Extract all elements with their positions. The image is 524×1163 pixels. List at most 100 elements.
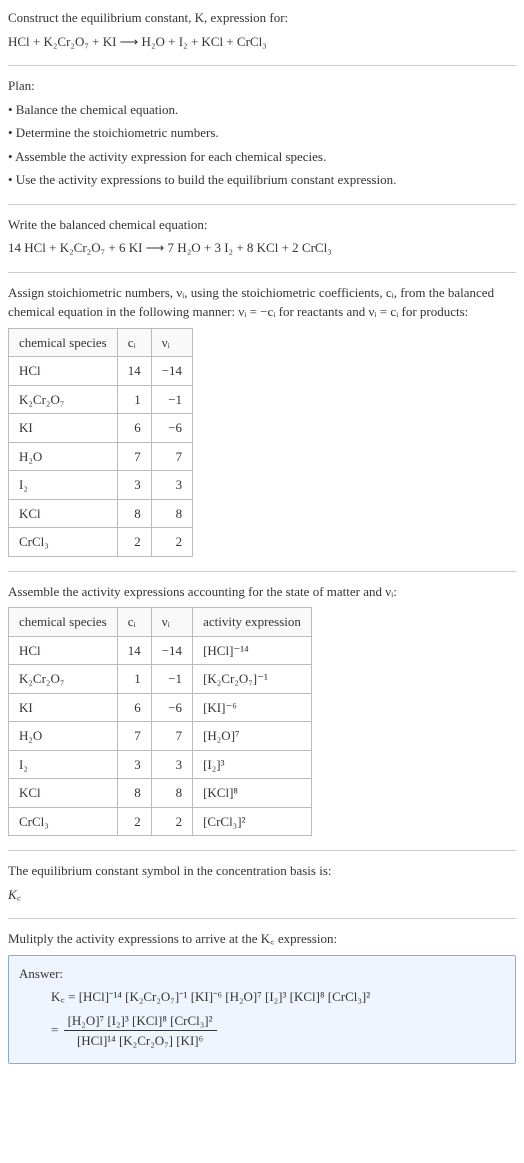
cell-species: K₂Cr₂O₇ [9, 665, 118, 694]
table-row: K₂Cr₂O₇1−1 [9, 385, 193, 414]
eq-prefix: = [51, 1021, 62, 1036]
multiply-heading: Mulitply the activity expressions to arr… [8, 929, 516, 949]
table-row: H₂O77[H₂O]⁷ [9, 722, 312, 751]
divider [8, 65, 516, 66]
intro-line1: Construct the equilibrium constant, K, e… [8, 8, 516, 28]
fraction-denominator: [HCl]¹⁴ [K₂Cr₂O₇] [KI]⁶ [64, 1031, 217, 1051]
cell-activity: [H₂O]⁷ [193, 722, 312, 751]
cell-nui: 2 [151, 528, 192, 557]
multiply-section: Mulitply the activity expressions to arr… [8, 929, 516, 1064]
table-header-row: chemical species cᵢ νᵢ [9, 328, 193, 357]
answer-box: Answer: K꜀ = [HCl]⁻¹⁴ [K₂Cr₂O₇]⁻¹ [KI]⁻⁶… [8, 955, 516, 1064]
cell-species: HCl [9, 636, 118, 665]
cell-nui: −6 [151, 693, 192, 722]
table-row: CrCl₃22[CrCl₃]² [9, 807, 312, 836]
cell-ci: 6 [117, 414, 151, 443]
cell-nui: 8 [151, 499, 192, 528]
cell-nui: 2 [151, 807, 192, 836]
plan-section: Plan: • Balance the chemical equation. •… [8, 76, 516, 190]
col-nui: νᵢ [151, 328, 192, 357]
fraction: [H₂O]⁷ [I₂]³ [KCl]⁸ [CrCl₃]² [HCl]¹⁴ [K₂… [64, 1011, 217, 1051]
cell-ci: 14 [117, 636, 151, 665]
intro-equation: HCl + K₂Cr₂O₇ + KI ⟶ H₂O + I₂ + KCl + Cr… [8, 32, 516, 52]
cell-species: CrCl₃ [9, 807, 118, 836]
cell-species: CrCl₃ [9, 528, 118, 557]
cell-species: I₂ [9, 471, 118, 500]
table-row: KI6−6 [9, 414, 193, 443]
table-row: KCl88[KCl]⁸ [9, 779, 312, 808]
plan-bullet: • Use the activity expressions to build … [8, 170, 516, 190]
cell-ci: 3 [117, 471, 151, 500]
cell-species: KCl [9, 779, 118, 808]
cell-activity: [I₂]³ [193, 750, 312, 779]
col-species: chemical species [9, 328, 118, 357]
cell-ci: 2 [117, 807, 151, 836]
kc-symbol: K꜀ [8, 885, 516, 905]
cell-ci: 7 [117, 442, 151, 471]
table-row: H₂O77 [9, 442, 193, 471]
col-activity: activity expression [193, 608, 312, 637]
cell-nui: 7 [151, 722, 192, 751]
balanced-heading: Write the balanced chemical equation: [8, 215, 516, 235]
table-header-row: chemical species cᵢ νᵢ activity expressi… [9, 608, 312, 637]
cell-ci: 2 [117, 528, 151, 557]
cell-species: KI [9, 414, 118, 443]
cell-ci: 7 [117, 722, 151, 751]
cell-ci: 1 [117, 665, 151, 694]
cell-ci: 8 [117, 499, 151, 528]
stoich-table: chemical species cᵢ νᵢ HCl14−14 K₂Cr₂O₇1… [8, 328, 193, 557]
cell-activity: [CrCl₃]² [193, 807, 312, 836]
divider [8, 571, 516, 572]
kc-symbol-section: The equilibrium constant symbol in the c… [8, 861, 516, 904]
cell-nui: 3 [151, 471, 192, 500]
plan-bullet: • Determine the stoichiometric numbers. [8, 123, 516, 143]
table-row: I₂33[I₂]³ [9, 750, 312, 779]
activity-section: Assemble the activity expressions accoun… [8, 582, 516, 837]
cell-activity: [KCl]⁸ [193, 779, 312, 808]
answer-fraction-line: = [H₂O]⁷ [I₂]³ [KCl]⁸ [CrCl₃]² [HCl]¹⁴ [… [51, 1011, 505, 1051]
cell-nui: −6 [151, 414, 192, 443]
kc-symbol-heading: The equilibrium constant symbol in the c… [8, 861, 516, 881]
divider [8, 918, 516, 919]
col-ci: cᵢ [117, 328, 151, 357]
cell-species: K₂Cr₂O₇ [9, 385, 118, 414]
balanced-equation: 14 HCl + K₂Cr₂O₇ + 6 KI ⟶ 7 H₂O + 3 I₂ +… [8, 238, 516, 258]
cell-ci: 14 [117, 357, 151, 386]
cell-species: H₂O [9, 442, 118, 471]
cell-activity: [K₂Cr₂O₇]⁻¹ [193, 665, 312, 694]
fraction-numerator: [H₂O]⁷ [I₂]³ [KCl]⁸ [CrCl₃]² [64, 1011, 217, 1032]
cell-nui: 7 [151, 442, 192, 471]
balanced-section: Write the balanced chemical equation: 14… [8, 215, 516, 258]
stoich-heading: Assign stoichiometric numbers, νᵢ, using… [8, 283, 516, 322]
table-row: K₂Cr₂O₇1−1[K₂Cr₂O₇]⁻¹ [9, 665, 312, 694]
table-row: KCl88 [9, 499, 193, 528]
intro-section: Construct the equilibrium constant, K, e… [8, 8, 516, 51]
activity-table: chemical species cᵢ νᵢ activity expressi… [8, 607, 312, 836]
cell-species: HCl [9, 357, 118, 386]
activity-heading: Assemble the activity expressions accoun… [8, 582, 516, 602]
table-row: HCl14−14[HCl]⁻¹⁴ [9, 636, 312, 665]
cell-nui: 3 [151, 750, 192, 779]
cell-nui: −1 [151, 385, 192, 414]
table-row: HCl14−14 [9, 357, 193, 386]
cell-species: KCl [9, 499, 118, 528]
cell-nui: 8 [151, 779, 192, 808]
col-ci: cᵢ [117, 608, 151, 637]
plan-bullet: • Assemble the activity expression for e… [8, 147, 516, 167]
cell-nui: −14 [151, 636, 192, 665]
cell-species: I₂ [9, 750, 118, 779]
plan-heading: Plan: [8, 76, 516, 96]
cell-activity: [HCl]⁻¹⁴ [193, 636, 312, 665]
table-row: CrCl₃22 [9, 528, 193, 557]
divider [8, 850, 516, 851]
col-nui: νᵢ [151, 608, 192, 637]
cell-species: KI [9, 693, 118, 722]
cell-ci: 8 [117, 779, 151, 808]
cell-ci: 3 [117, 750, 151, 779]
cell-ci: 6 [117, 693, 151, 722]
cell-activity: [KI]⁻⁶ [193, 693, 312, 722]
cell-nui: −14 [151, 357, 192, 386]
table-row: KI6−6[KI]⁻⁶ [9, 693, 312, 722]
cell-nui: −1 [151, 665, 192, 694]
stoich-section: Assign stoichiometric numbers, νᵢ, using… [8, 283, 516, 557]
